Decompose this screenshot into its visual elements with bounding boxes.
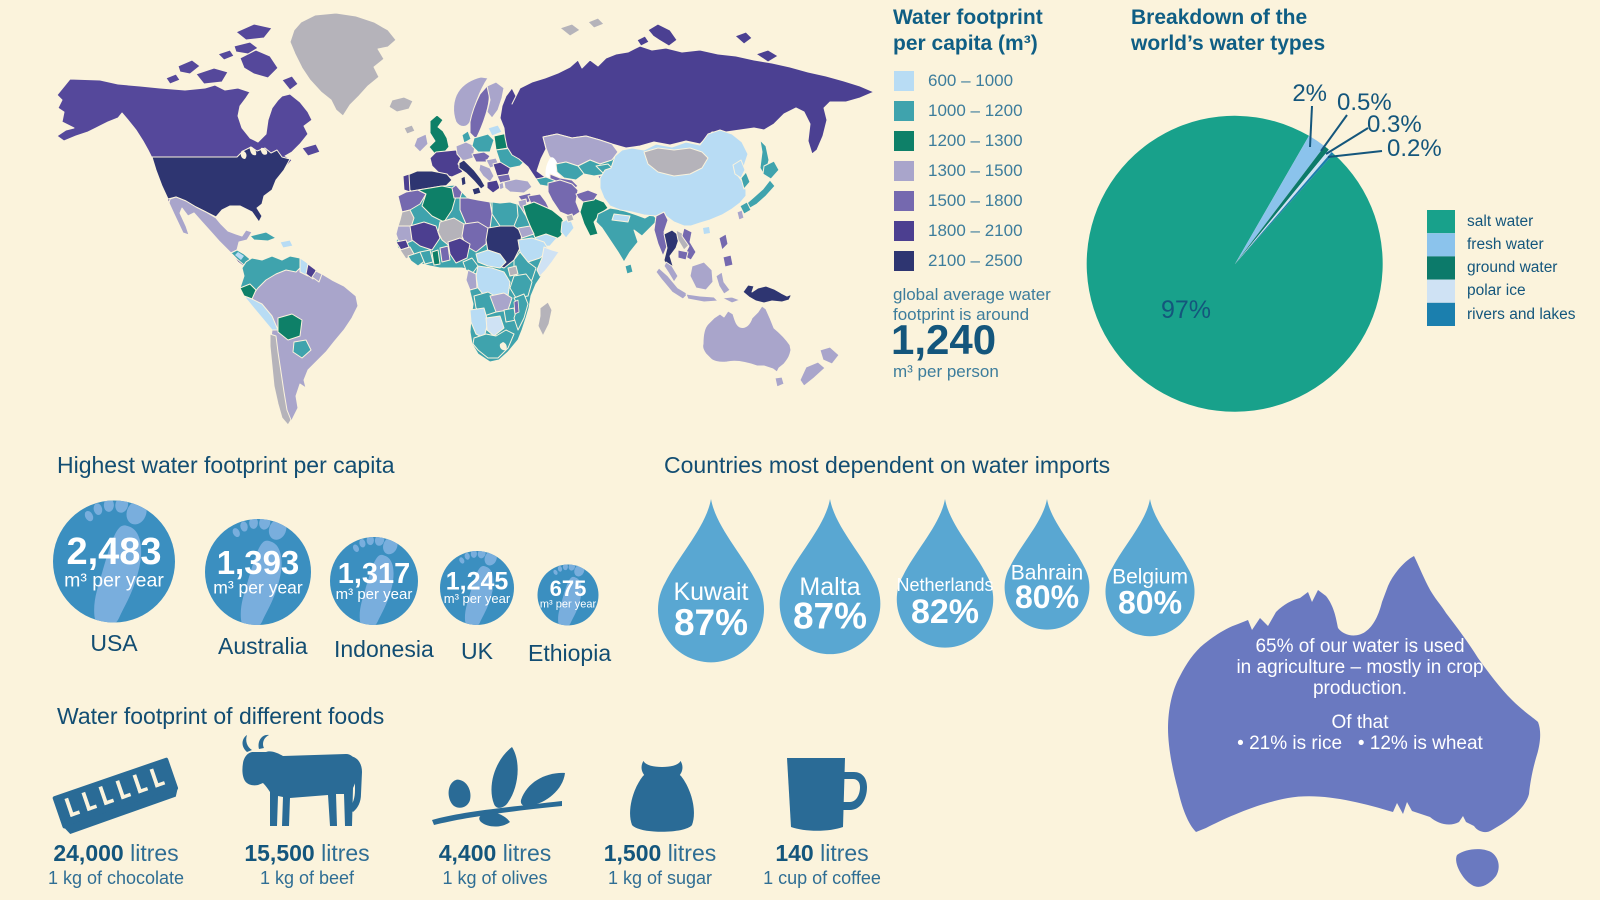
svg-text:Netherlands: Netherlands xyxy=(896,575,993,595)
svg-text:production.: production. xyxy=(1313,678,1407,699)
svg-text:87%: 87% xyxy=(793,595,867,636)
svg-text:80%: 80% xyxy=(1118,584,1182,620)
svg-text:0.3%: 0.3% xyxy=(1367,111,1422,138)
svg-text:in agriculture – mostly in cro: in agriculture – mostly in crop xyxy=(1236,657,1483,678)
svg-text:82%: 82% xyxy=(911,593,979,631)
svg-text:m³ per year: m³ per year xyxy=(540,599,597,611)
svg-text:675: 675 xyxy=(550,576,587,601)
svg-text:Bahrain: Bahrain xyxy=(1011,562,1083,585)
svg-text:1,317: 1,317 xyxy=(338,558,411,590)
svg-text:97%: 97% xyxy=(1161,296,1211,324)
svg-text:Malta: Malta xyxy=(799,573,860,601)
svg-text:Belgium: Belgium xyxy=(1112,566,1188,589)
svg-text:2,483: 2,483 xyxy=(66,531,161,573)
svg-text:1,245: 1,245 xyxy=(446,567,509,595)
svg-text:Of that: Of that xyxy=(1331,712,1389,733)
svg-text:m³ per year: m³ per year xyxy=(336,586,413,603)
svg-text:1,393: 1,393 xyxy=(217,544,300,581)
svg-text:salt water: salt water xyxy=(1467,213,1533,230)
svg-text:65% of our water is used: 65% of our water is used xyxy=(1255,636,1464,657)
svg-text:80%: 80% xyxy=(1015,579,1079,615)
svg-text:2%: 2% xyxy=(1292,80,1327,107)
svg-text:m³ per year: m³ per year xyxy=(444,591,511,606)
svg-text:ground water: ground water xyxy=(1467,259,1557,276)
svg-text:• 21% is rice • 12% is wheat: • 21% is rice • 12% is wheat xyxy=(1237,733,1483,754)
svg-text:0.2%: 0.2% xyxy=(1387,135,1442,162)
svg-text:m³ per year: m³ per year xyxy=(64,570,164,592)
svg-text:polar ice: polar ice xyxy=(1467,282,1526,299)
svg-text:87%: 87% xyxy=(674,602,748,643)
svg-text:fresh water: fresh water xyxy=(1467,236,1544,253)
svg-text:m³ per year: m³ per year xyxy=(213,578,303,598)
svg-text:Kuwait: Kuwait xyxy=(673,578,748,606)
svg-text:rivers and lakes: rivers and lakes xyxy=(1467,306,1576,323)
svg-text:0.5%: 0.5% xyxy=(1337,89,1392,116)
